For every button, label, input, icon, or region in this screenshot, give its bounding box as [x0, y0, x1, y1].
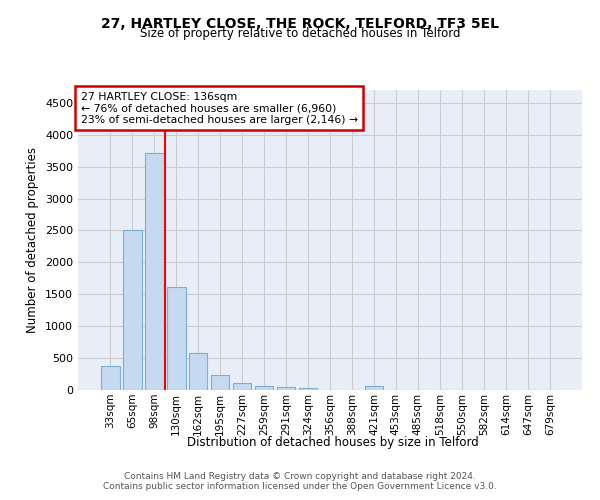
- Bar: [211, 376, 229, 390]
- Bar: [233, 383, 251, 390]
- Y-axis label: Number of detached properties: Number of detached properties: [26, 147, 40, 333]
- Text: 27, HARTLEY CLOSE, THE ROCK, TELFORD, TF3 5EL: 27, HARTLEY CLOSE, THE ROCK, TELFORD, TF…: [101, 18, 499, 32]
- Bar: [365, 386, 383, 390]
- Text: Contains public sector information licensed under the Open Government Licence v3: Contains public sector information licen…: [103, 482, 497, 491]
- Bar: [255, 386, 274, 390]
- Bar: [145, 152, 164, 390]
- Bar: [167, 286, 185, 390]
- Bar: [123, 230, 142, 390]
- Text: Size of property relative to detached houses in Telford: Size of property relative to detached ho…: [140, 28, 460, 40]
- Bar: [299, 388, 317, 390]
- Text: 27 HARTLEY CLOSE: 136sqm
← 76% of detached houses are smaller (6,960)
23% of sem: 27 HARTLEY CLOSE: 136sqm ← 76% of detach…: [80, 92, 358, 124]
- Bar: [277, 387, 295, 390]
- Bar: [189, 353, 208, 390]
- Text: Distribution of detached houses by size in Telford: Distribution of detached houses by size …: [187, 436, 479, 449]
- Text: Contains HM Land Registry data © Crown copyright and database right 2024.: Contains HM Land Registry data © Crown c…: [124, 472, 476, 481]
- Bar: [101, 366, 119, 390]
